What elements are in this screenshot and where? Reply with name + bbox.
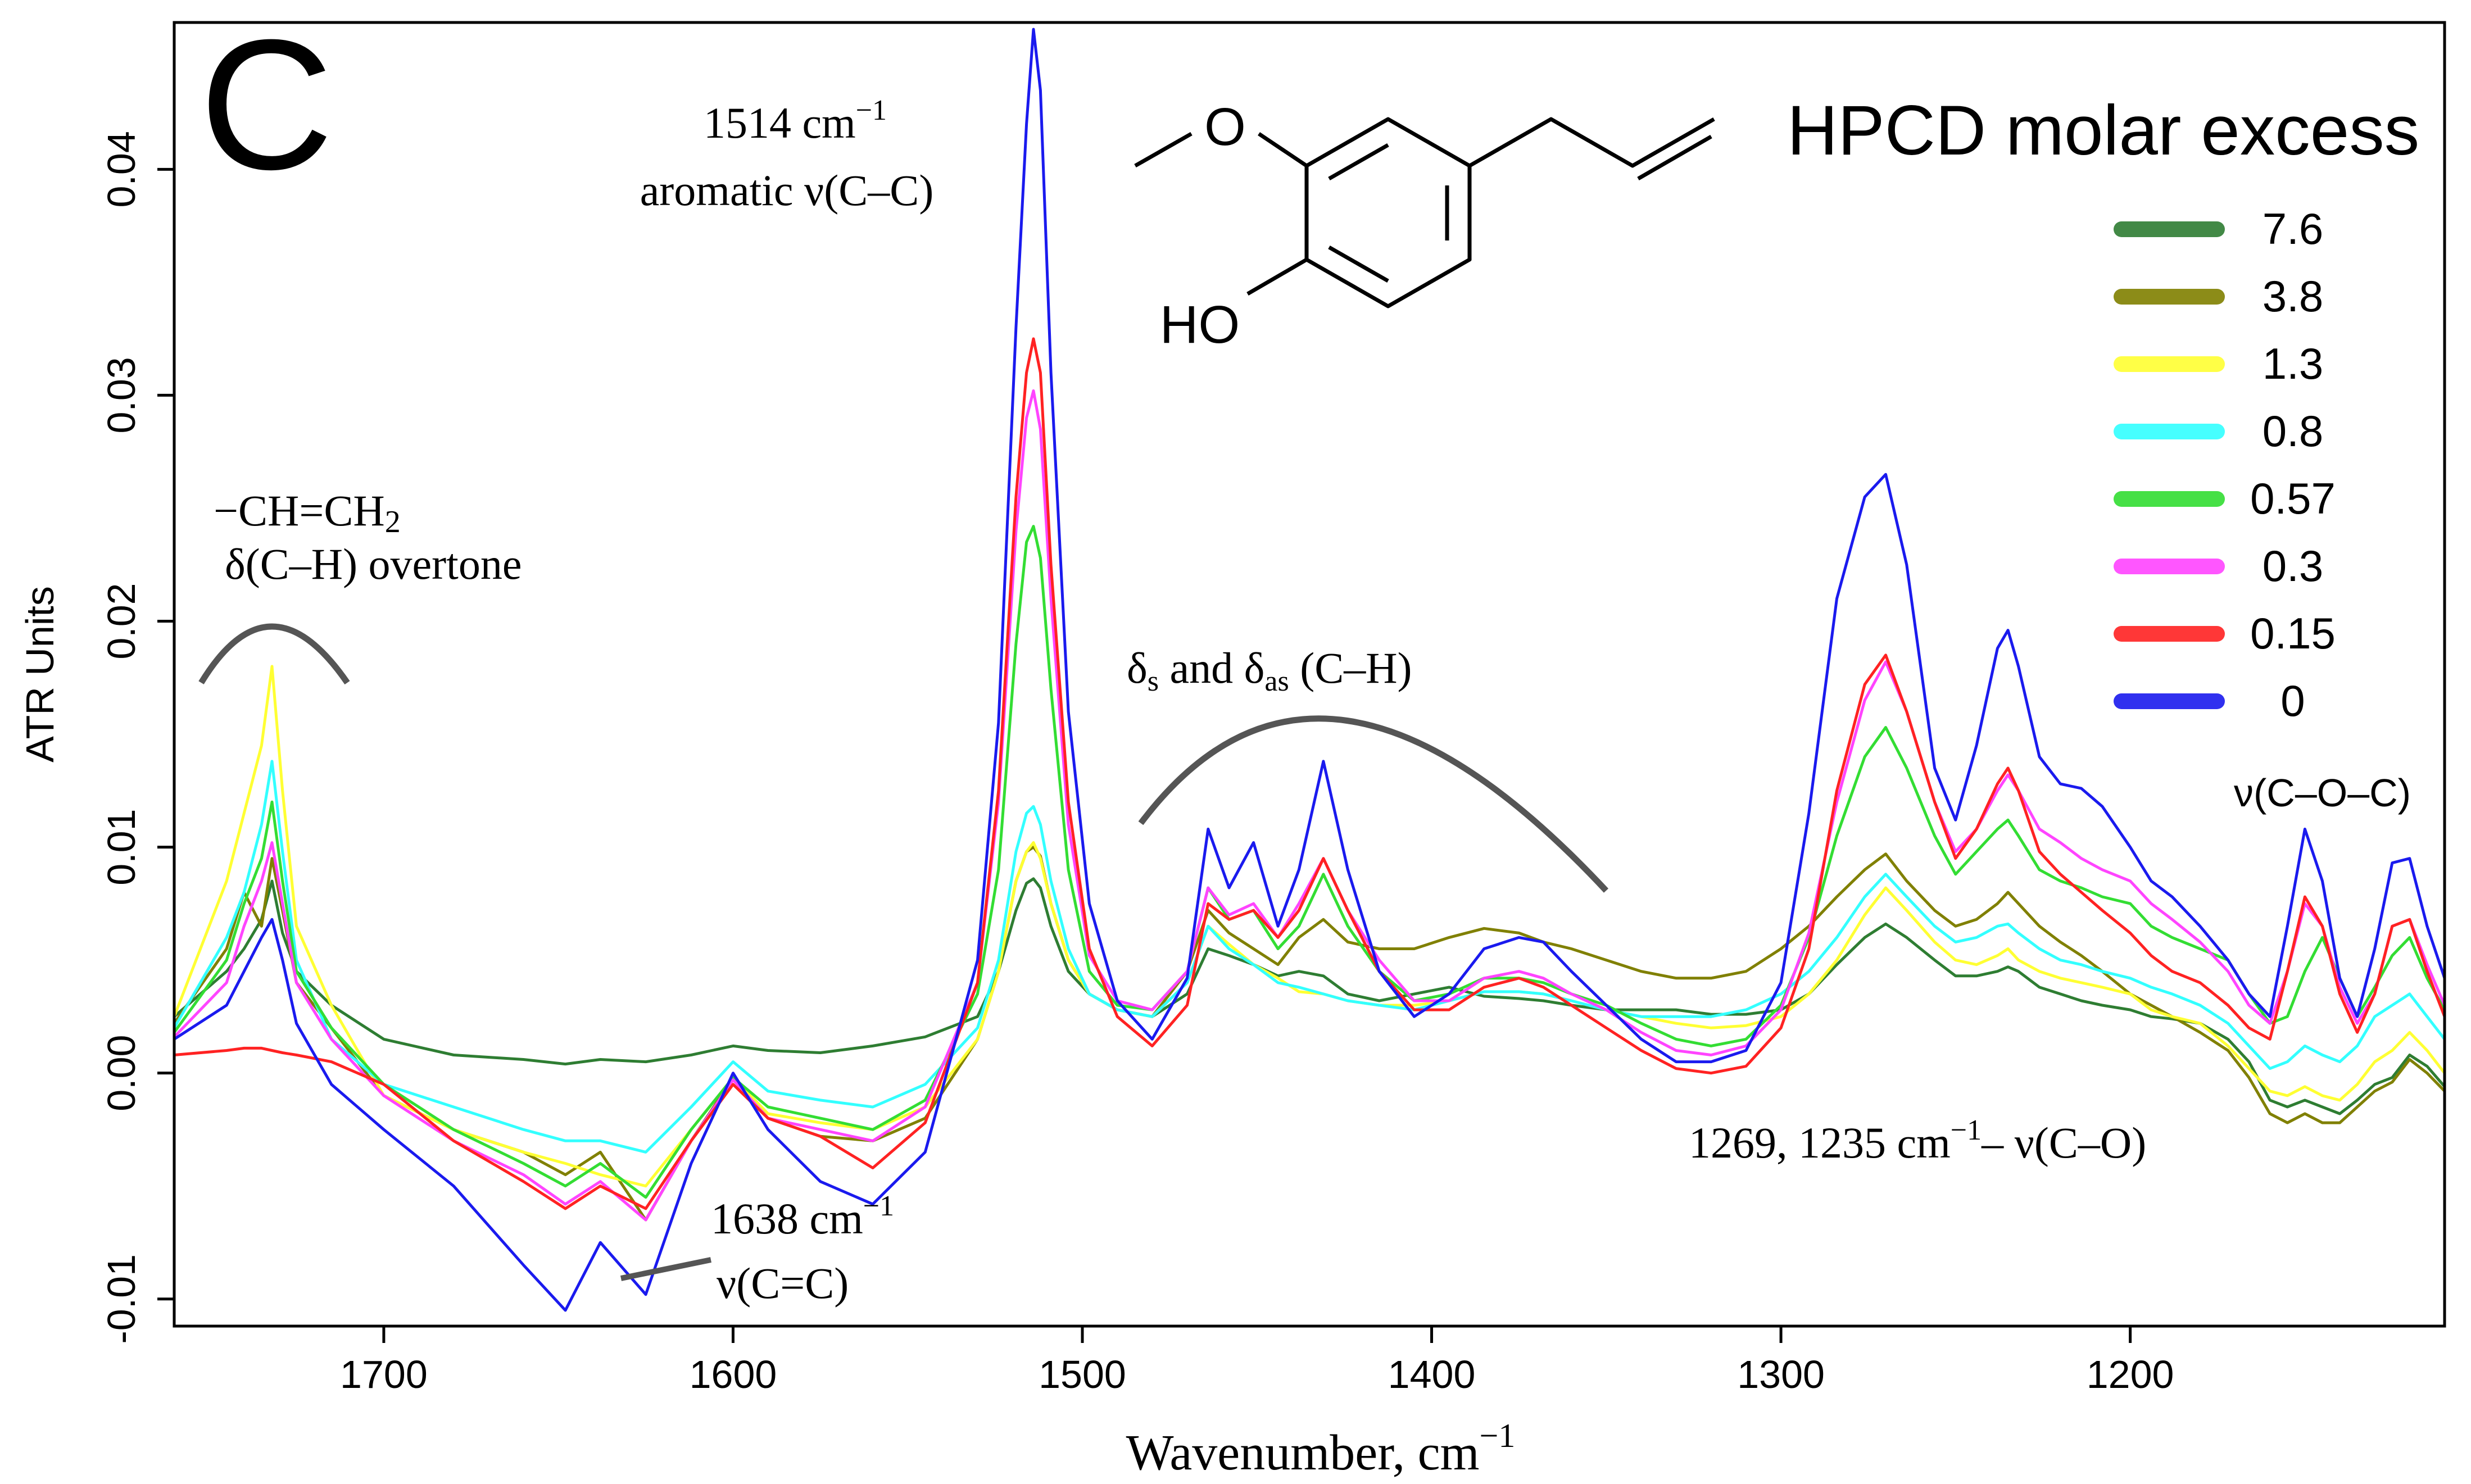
x-axis-label-sup: −1 xyxy=(1480,1417,1516,1454)
legend-label: 1.3 xyxy=(2263,339,2323,388)
axis-layer: 1700 1600 1500 1400 1300 1200 -0.01 0.00 0.01 0.0… xyxy=(99,131,2174,1396)
annotation-ch-and: and δ xyxy=(1159,643,1264,692)
y-tick-label: -0.01 xyxy=(99,1254,143,1344)
annotation-1514-value: 1514 cm xyxy=(704,98,856,147)
y-axis-label: ATR Units xyxy=(18,586,62,763)
allyl-double-bond xyxy=(1637,134,1712,181)
annotation-1514-line2: aromatic ν(C–C) xyxy=(640,166,934,215)
annotation-cc-line1: 1638 cm−1 xyxy=(711,1190,894,1243)
annotation-co-sup: −1 xyxy=(1951,1114,1982,1146)
annotation-ch-tail: (C–H) xyxy=(1289,643,1412,692)
annotation-1514-line1: 1514 cm−1 xyxy=(704,94,887,147)
plot-frame xyxy=(173,21,2446,1328)
series-line-0 xyxy=(173,28,2446,1312)
x-axis-label-main: Wavenumber, cm xyxy=(1126,1425,1480,1481)
x-tick-label: 1500 xyxy=(1039,1353,1126,1396)
allyl-chain xyxy=(1468,117,1715,168)
annotation-coc: ν(C–O–C) xyxy=(2234,771,2411,815)
annotation-co: 1269, 1235 cm−1– ν(C–O) xyxy=(1689,1114,2146,1167)
annotation-co-tail: – ν(C–O) xyxy=(1981,1118,2146,1167)
legend-label: 7.6 xyxy=(2263,204,2323,253)
o-ring-bond xyxy=(1258,132,1308,167)
annotation-vinyl-line2: δ(C–H) overtone xyxy=(225,539,522,588)
legend-label: 0.15 xyxy=(2250,609,2336,658)
ring-double-bond-1 xyxy=(1328,143,1389,181)
annotation-vinyl-formula: −CH=CH xyxy=(214,486,385,535)
x-tick-label: 1300 xyxy=(1737,1353,1825,1396)
annotation-ch-arc xyxy=(1138,715,1609,893)
annotation-ch-bending: δs and δas (C–H) xyxy=(1127,643,1412,697)
annotation-vinyl-sub: 2 xyxy=(385,505,401,539)
annotation-cc-value: 1638 cm xyxy=(711,1194,863,1243)
annotation-ch-sub-as: as xyxy=(1264,665,1289,697)
series-line-0_15 xyxy=(173,337,2446,1210)
panel-label: C xyxy=(200,1,333,208)
series-layer xyxy=(173,28,2446,1312)
y-tick-label: 0.01 xyxy=(99,809,143,885)
legend-title: HPCD molar excess xyxy=(1787,92,2419,170)
y-tick-label: 0.04 xyxy=(99,131,143,207)
annotation-ch-sub-s: s xyxy=(1148,665,1159,697)
ring-double-bond-3 xyxy=(1328,245,1389,283)
annotation-cc-pointer xyxy=(620,1257,712,1281)
x-tick-label: 1400 xyxy=(1388,1353,1476,1396)
x-tick-label: 1600 xyxy=(690,1353,777,1396)
annotation-vinyl-arc xyxy=(198,623,350,685)
series-line-0_57 xyxy=(173,525,2446,1199)
molecule-oxygen-label: O xyxy=(1204,97,1246,157)
molecule-hydroxyl-label: HO xyxy=(1160,295,1240,355)
legend: 7.6 3.8 1.3 0.8 0.57 0.3 0.15 0 xyxy=(2114,204,2336,725)
annotation-co-value: 1269, 1235 cm xyxy=(1689,1118,1951,1167)
annotation-vinyl-line1: −CH=CH2 xyxy=(214,486,401,539)
legend-label: 0.57 xyxy=(2250,474,2336,523)
legend-label: 0.8 xyxy=(2263,406,2323,456)
y-tick-label: 0.00 xyxy=(99,1035,143,1111)
x-tick-label: 1200 xyxy=(2087,1353,2174,1396)
annotation-1514-sup: −1 xyxy=(856,94,887,126)
annotation-ch-delta: δ xyxy=(1127,643,1148,692)
legend-label: 0.3 xyxy=(2263,541,2323,591)
x-tick-label: 1700 xyxy=(340,1353,428,1396)
x-axis-label: Wavenumber, cm−1 xyxy=(1126,1417,1516,1481)
series-line-0_8 xyxy=(173,760,2446,1154)
y-tick-label: 0.03 xyxy=(99,357,143,433)
annotation-cc-sup: −1 xyxy=(863,1190,894,1222)
annotation-cc-line2: ν(C=C) xyxy=(717,1259,849,1308)
oh-bond xyxy=(1246,257,1308,296)
legend-label: 0 xyxy=(2280,676,2305,725)
legend-label: 3.8 xyxy=(2263,271,2323,321)
molecule-structure xyxy=(1134,117,1715,308)
methyl-bond xyxy=(1134,131,1193,168)
y-tick-label: 0.02 xyxy=(99,583,143,659)
